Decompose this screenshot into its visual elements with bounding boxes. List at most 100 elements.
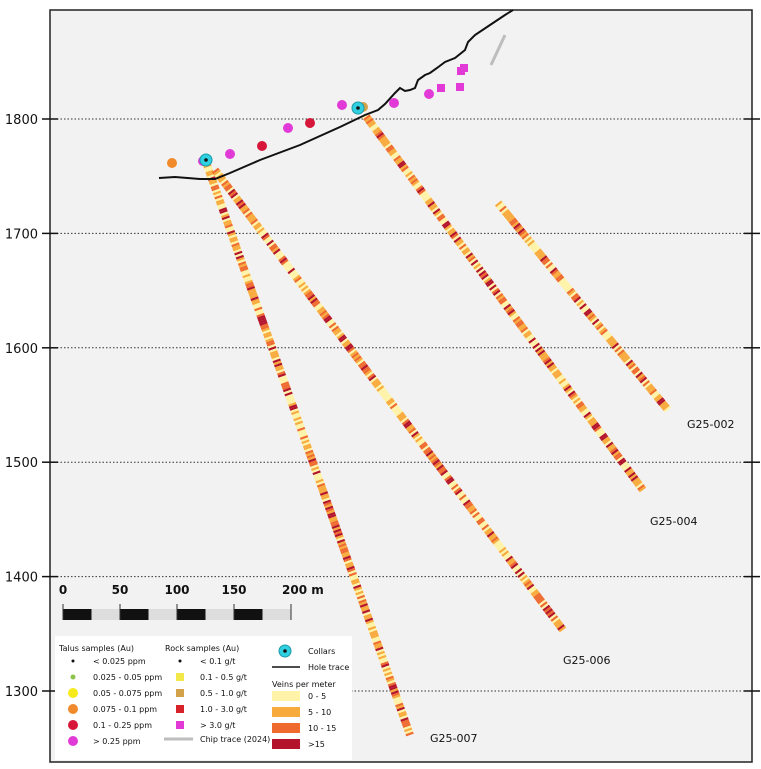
vein-interval xyxy=(586,415,594,422)
vein-interval xyxy=(530,340,539,348)
vein-interval xyxy=(561,381,569,389)
vein-interval xyxy=(555,274,563,281)
vein-interval xyxy=(263,333,273,339)
vein-interval xyxy=(486,280,495,288)
vein-interval xyxy=(478,520,487,528)
vein-interval xyxy=(232,244,241,250)
vein-interval xyxy=(587,416,596,424)
vein-interval xyxy=(358,598,367,604)
vein-interval xyxy=(318,487,327,492)
vein-interval xyxy=(281,383,290,389)
vein-interval xyxy=(593,425,602,433)
vein-interval xyxy=(369,123,378,130)
vein-interval xyxy=(486,531,495,538)
vein-interval xyxy=(560,280,569,288)
vein-interval xyxy=(283,262,292,269)
vein-interval xyxy=(526,583,535,591)
vein-interval xyxy=(610,448,619,456)
vein-interval xyxy=(391,404,399,412)
vein-interval xyxy=(470,259,479,266)
vein-interval xyxy=(551,617,560,624)
vein-interval xyxy=(223,219,232,225)
vein-interval xyxy=(229,190,237,197)
vein-interval xyxy=(210,184,219,190)
vein-interval xyxy=(322,497,331,503)
vein-interval xyxy=(487,282,496,289)
vein-interval xyxy=(229,238,239,244)
vein-interval xyxy=(527,335,535,343)
vein-interval xyxy=(297,428,306,434)
vein-interval xyxy=(532,342,540,350)
rock-legend-symbol xyxy=(178,659,182,663)
vein-interval xyxy=(650,390,659,398)
vein-interval xyxy=(456,239,464,247)
vein-interval xyxy=(511,220,520,228)
vein-interval xyxy=(547,611,556,619)
vein-interval xyxy=(261,327,270,333)
vein-interval xyxy=(300,285,309,292)
vein-interval xyxy=(379,388,387,396)
vein-interval xyxy=(303,288,312,296)
y-tick-label: 1600 xyxy=(5,342,38,357)
vein-interval xyxy=(509,560,518,568)
vein-interval xyxy=(477,268,485,275)
vein-interval xyxy=(505,555,514,563)
vein-interval xyxy=(397,160,405,167)
vein-interval xyxy=(555,374,564,381)
vein-legend-label: 5 - 10 xyxy=(308,708,331,717)
scale-label: 0 xyxy=(59,583,67,597)
vein-interval xyxy=(368,121,377,128)
vein-interval xyxy=(624,357,632,365)
vein-interval xyxy=(209,182,219,188)
vein-interval xyxy=(312,301,321,308)
vein-interval xyxy=(563,284,572,292)
vein-interval xyxy=(298,431,307,436)
vein-interval xyxy=(617,457,626,465)
vein-interval xyxy=(248,290,257,295)
vein-interval xyxy=(259,321,268,326)
vein-interval xyxy=(282,385,291,391)
vein-interval xyxy=(612,450,620,458)
vein-interval xyxy=(645,383,653,391)
vein-interval xyxy=(271,246,280,254)
vein-interval xyxy=(356,358,365,366)
vein-interval xyxy=(424,448,433,456)
vein-interval xyxy=(390,690,400,695)
vein-interval xyxy=(277,370,286,376)
vein-interval xyxy=(298,281,306,289)
vein-interval xyxy=(401,721,411,726)
vein-interval xyxy=(252,302,261,308)
vein-interval xyxy=(381,663,390,668)
vein-interval xyxy=(617,349,625,357)
talus-legend-label: 0.1 - 0.25 ppm xyxy=(93,721,152,730)
vein-interval xyxy=(349,574,358,579)
vein-interval xyxy=(380,661,389,666)
vein-interval xyxy=(638,374,646,382)
vein-interval xyxy=(435,211,443,219)
vein-interval xyxy=(474,264,483,272)
vein-interval xyxy=(249,294,259,299)
vein-interval xyxy=(572,397,581,404)
vein-interval xyxy=(655,395,663,403)
vein-interval xyxy=(375,648,385,654)
vein-interval xyxy=(294,420,304,426)
talus-sample xyxy=(283,123,293,133)
vein-interval xyxy=(258,319,267,324)
vein-interval xyxy=(357,596,366,602)
vein-interval xyxy=(553,272,562,280)
vein-interval xyxy=(295,422,304,428)
vein-interval xyxy=(340,337,349,345)
vein-interval xyxy=(410,178,419,185)
vein-interval xyxy=(578,404,586,412)
vein-interval xyxy=(389,402,398,410)
vein-interval xyxy=(625,468,634,475)
vein-interval xyxy=(368,627,377,633)
vein-interval xyxy=(431,206,440,213)
scale-label: 50 xyxy=(112,583,129,597)
vein-interval xyxy=(227,188,236,196)
vein-interval xyxy=(370,124,379,132)
vein-interval xyxy=(559,379,568,387)
talus-sample xyxy=(257,141,267,151)
vein-interval xyxy=(267,241,276,248)
vein-interval xyxy=(345,344,354,352)
